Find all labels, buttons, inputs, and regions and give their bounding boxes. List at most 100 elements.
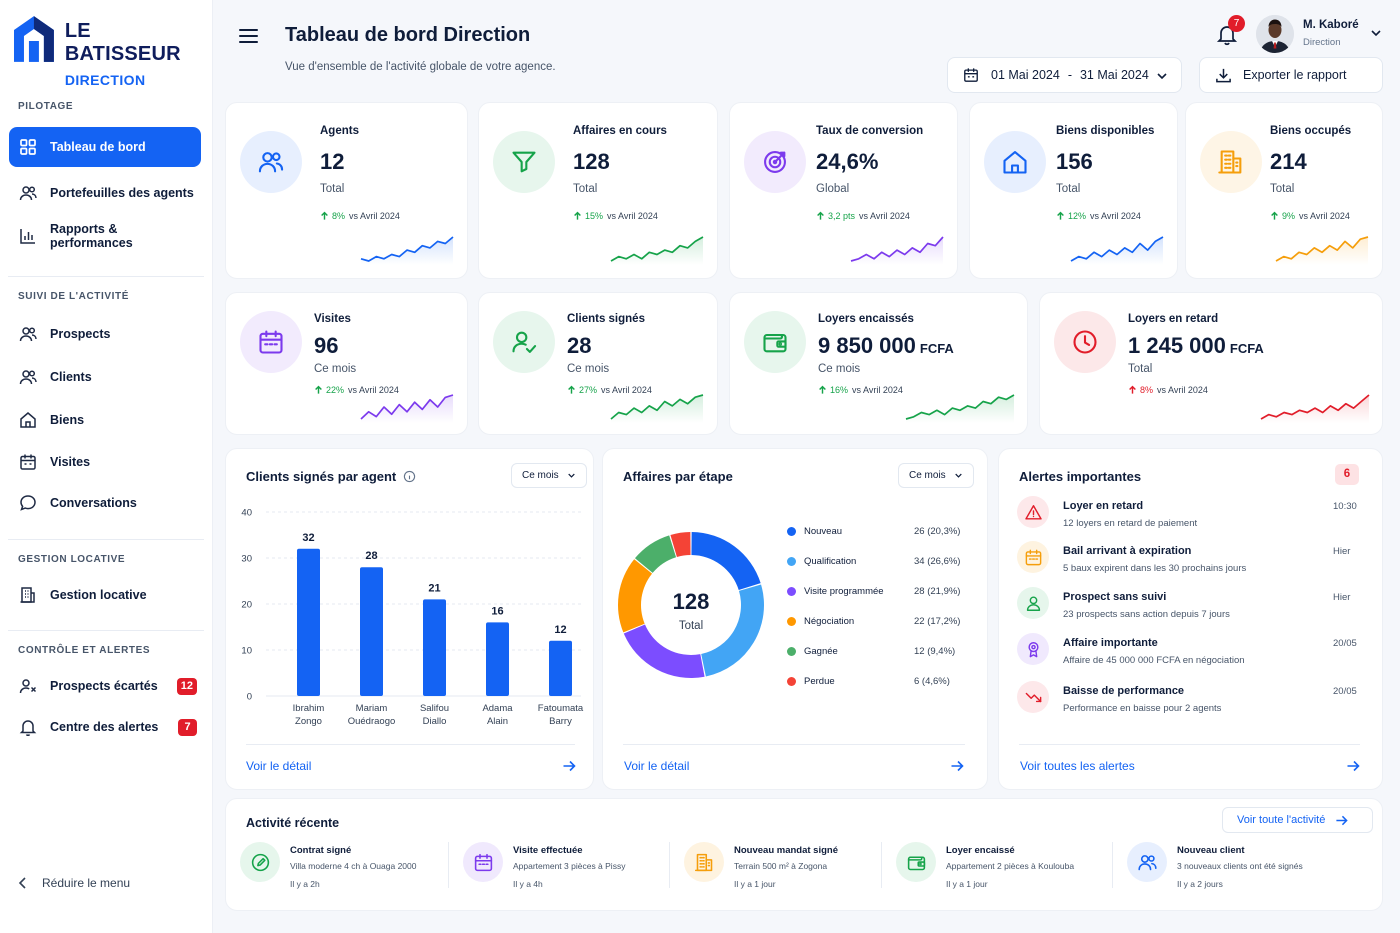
arrow-right-icon[interactable] — [1346, 759, 1360, 773]
bar[interactable] — [423, 599, 446, 696]
sidebar-item-portefeuilles[interactable]: Portefeuilles des agents — [9, 173, 201, 213]
alert-desc: 12 loyers en retard de paiement — [1063, 518, 1198, 529]
legend-item[interactable]: Visite programmée — [787, 586, 884, 597]
donut-slice[interactable] — [691, 532, 761, 591]
bar[interactable] — [297, 548, 320, 696]
kpi-sub: Global — [816, 183, 850, 195]
section-title-suivi: SUIVI DE L'ACTIVITÉ — [18, 291, 130, 302]
sidebar-item-clients[interactable]: Clients — [9, 357, 201, 397]
sidebar-item-prospects[interactable]: Prospects — [9, 314, 201, 354]
collapse-menu-button[interactable]: Réduire le menu — [18, 876, 130, 890]
voir-detail-link[interactable]: Voir le détail — [624, 759, 690, 773]
sidebar-item-conversations[interactable]: Conversations — [9, 483, 201, 523]
alert-desc: 23 prospects sans action depuis 7 jours — [1063, 609, 1230, 620]
arrow-right-icon[interactable] — [562, 759, 576, 773]
user-role: Direction — [1303, 37, 1341, 48]
donut-slice[interactable] — [701, 584, 764, 677]
alert-desc: 5 baux expirent dans les 30 prochains jo… — [1063, 563, 1247, 574]
period-select-clients[interactable]: Ce mois — [511, 463, 587, 488]
kpi-card-kpis_row2-2[interactable]: Loyers encaissés 9 850 000 FCFA Ce mois 1… — [729, 292, 1028, 435]
alert-desc: Affaire de 45 000 000 FCFA en négociatio… — [1063, 655, 1245, 666]
date-range-picker[interactable]: 01 Mai 2024 - 31 Mai 2024 — [947, 57, 1182, 93]
kpi-card-kpis_row2-0[interactable]: Visites 96 Ce mois 22% vs Avril 2024 — [225, 292, 468, 435]
activity-desc: Appartement 2 pièces à Koulouba — [946, 861, 1075, 871]
kpi-card-kpis_row2-3[interactable]: Loyers en retard 1 245 000 FCFA Total 8% v… — [1039, 292, 1383, 435]
kpi-value: 9 850 000 FCFA — [818, 333, 954, 358]
kpi-card-kpis_row1-1[interactable]: Affaires en cours 128 Total 15% vs Avril … — [478, 102, 718, 279]
legend-item[interactable]: Négociation — [787, 616, 854, 627]
sidebar-item-label: Portefeuilles des agents — [50, 186, 194, 200]
info-icon[interactable] — [403, 470, 416, 483]
sidebar-item-rapports[interactable]: Rapports & performances — [9, 216, 201, 256]
legend-dot — [787, 587, 796, 596]
kpi-card-kpis_row1-2[interactable]: Taux de conversion 24,6% Global 3,2 pts v… — [729, 102, 958, 279]
kpi-card-kpis_row1-0[interactable]: Agents 12 Total 8% vs Avril 2024 — [225, 102, 468, 279]
sidebar-item-label: Prospects — [50, 327, 111, 341]
clients-bar-chart: 0 10 20 30 40 32 Ibrahim Zongo 28 Mariam Ouédraogo… — [241, 508, 583, 728]
donut-slice[interactable] — [670, 532, 691, 558]
voir-detail-link[interactable]: Voir le détail — [246, 759, 312, 773]
arrow-right-icon[interactable] — [950, 759, 964, 773]
chevron-down-icon[interactable] — [1370, 28, 1382, 38]
alert-time: 20/05 — [1333, 686, 1357, 697]
sparkline — [1275, 236, 1369, 265]
legend-item[interactable]: Nouveau — [787, 526, 842, 537]
collapse-label: Réduire le menu — [42, 876, 131, 890]
sidebar-item-prospects-ecartes[interactable]: Prospects écartés 12 — [9, 666, 201, 706]
sidebar-item-centre-alertes[interactable]: Centre des alertes 7 — [9, 707, 201, 747]
bar[interactable] — [360, 567, 383, 696]
kpi-sub: Ce mois — [818, 363, 861, 375]
kpi-trend: 27% vs Avril 2024 — [567, 385, 652, 395]
page-title: Tableau de bord Direction — [285, 24, 531, 46]
activity-desc: 3 nouveaux clients ont été signés — [1177, 861, 1303, 871]
activity-separator — [669, 842, 670, 888]
activity-desc: Terrain 500 m² à Zogona — [734, 861, 828, 871]
sidebar-item-gestion-locative[interactable]: Gestion locative — [9, 575, 201, 615]
legend-item[interactable]: Qualification — [787, 556, 856, 567]
x-tick-label: Diallo — [423, 716, 447, 727]
funnel-icon — [493, 131, 555, 193]
page-subtitle: Vue d'ensemble de l'activité globale de … — [285, 61, 556, 73]
panel-title: Activité récente — [246, 816, 340, 830]
x-tick-label: Mariam — [356, 703, 388, 714]
sidebar-item-tableau-de-bord[interactable]: Tableau de bord — [9, 127, 201, 167]
bar[interactable] — [486, 622, 509, 696]
export-report-button[interactable]: Exporter le rapport — [1199, 57, 1383, 93]
kpi-card-kpis_row1-3[interactable]: Biens disponibles 156 Total 12% vs Avril … — [969, 102, 1178, 279]
kpi-trend: 3,2 pts vs Avril 2024 — [816, 211, 910, 221]
sidebar: LE BATISSEUR DIRECTION PILOTAGE Tableau … — [0, 0, 213, 933]
legend-value: 22 (17,2%) — [914, 616, 961, 627]
legend-item[interactable]: Perdue — [787, 676, 835, 687]
bar-value-label: 21 — [428, 582, 440, 594]
donut-center-value: 128 — [672, 589, 710, 614]
recent-activity-panel: Activité récente Voir toute l'activité — [225, 798, 1383, 911]
wallet-icon — [744, 311, 806, 373]
sidebar-item-biens[interactable]: Biens — [9, 400, 201, 440]
avatar[interactable] — [1256, 15, 1294, 53]
bar[interactable] — [549, 640, 572, 696]
donut-slice[interactable] — [634, 535, 677, 573]
brand-logo[interactable]: LE BATISSEUR DIRECTION — [12, 14, 212, 88]
legend-label: Négociation — [804, 616, 855, 627]
legend-value: 28 (21,9%) — [914, 586, 961, 597]
arrow-up-icon — [1129, 385, 1136, 394]
activity-desc: Villa moderne 4 ch à Ouaga 2000 — [290, 861, 417, 871]
kpi-card-kpis_row1-4[interactable]: Biens occupés 214 Total 9% vs Avril 2024 — [1185, 102, 1383, 279]
legend-dot — [787, 527, 796, 536]
legend-item[interactable]: Gagnée — [787, 646, 838, 657]
sidebar-divider — [8, 630, 204, 631]
menu-icon[interactable] — [238, 27, 259, 45]
donut-slice[interactable] — [618, 559, 653, 633]
period-select-deals[interactable]: Ce mois — [898, 463, 974, 488]
kpi-card-kpis_row2-1[interactable]: Clients signés 28 Ce mois 27% vs Avril 20… — [478, 292, 718, 435]
sidebar-divider — [8, 276, 204, 277]
voir-toutes-alertes-link[interactable]: Voir toutes les alertes — [1020, 759, 1135, 773]
sidebar-item-visites[interactable]: Visites — [9, 442, 201, 482]
arrow-up-icon — [1057, 211, 1064, 220]
donut-slice[interactable] — [623, 624, 705, 678]
users-icon — [19, 186, 37, 201]
sidebar-item-label: Gestion locative — [50, 588, 147, 602]
voir-toute-activite-button[interactable]: Voir toute l'activité — [1222, 807, 1373, 833]
voir-toute-activite-label: Voir toute l'activité — [1237, 814, 1326, 826]
kpi-label: Clients signés — [567, 313, 645, 325]
